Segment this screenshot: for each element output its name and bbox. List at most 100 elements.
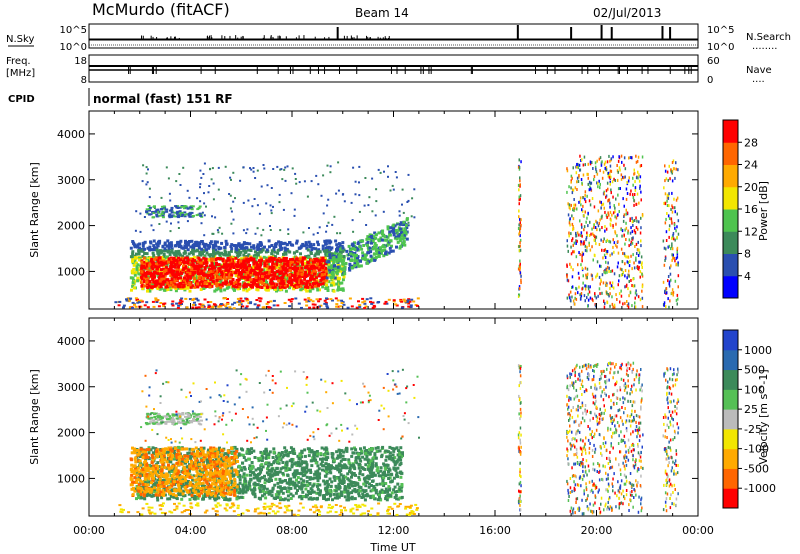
power-cell (191, 252, 195, 256)
power-cell (624, 262, 626, 266)
power-cell (221, 269, 225, 273)
power-cell (308, 269, 312, 273)
power-cell (266, 184, 269, 187)
power-cell (617, 193, 619, 197)
power-cell (573, 198, 575, 201)
power-cell (571, 214, 573, 218)
power-cell (315, 262, 319, 266)
velocity-cell (248, 484, 252, 488)
power-cell (130, 288, 133, 292)
power-cell (299, 279, 303, 283)
power-cell (589, 248, 592, 252)
velocity-cell (252, 489, 256, 493)
velocity-cell (384, 497, 388, 501)
power-cell (237, 264, 241, 268)
power-cell (599, 218, 601, 222)
power-cell (327, 260, 331, 264)
power-cell (329, 171, 332, 174)
power-cell (309, 267, 313, 270)
nave-dots: .... (752, 74, 765, 85)
power-cell (628, 244, 630, 248)
power-cell (674, 238, 676, 242)
power-cell (313, 257, 316, 261)
power-cell (301, 264, 305, 268)
power-cell (372, 252, 376, 256)
power-cell (300, 260, 304, 264)
power-cell (314, 252, 318, 256)
power-cell (213, 242, 217, 246)
power-cell (149, 241, 153, 245)
power-cell (162, 205, 166, 208)
power-cell (670, 208, 672, 211)
power-cell (213, 303, 217, 306)
power-cell (519, 244, 521, 248)
power-cell (232, 266, 236, 269)
power-cell (208, 254, 212, 258)
power-cell (130, 269, 134, 273)
power-cell (163, 269, 166, 273)
velocity-cell (296, 471, 300, 475)
power-cell (156, 281, 160, 285)
power-cell (517, 227, 520, 230)
power-cell (166, 288, 170, 291)
power-cell (174, 215, 178, 218)
power-cell (664, 256, 667, 260)
power-cell (350, 305, 354, 308)
power-cell (671, 210, 674, 214)
power-cell (671, 247, 674, 251)
power-cell (667, 178, 669, 182)
power-cell (321, 256, 325, 260)
power-cell (405, 217, 409, 221)
power-cell (308, 289, 312, 293)
power-cell (607, 199, 609, 203)
power-cell (625, 212, 627, 216)
power-cell (609, 159, 611, 163)
power-cell (191, 244, 195, 248)
power-cell (272, 257, 276, 261)
power-cell (266, 270, 270, 274)
power-cell (265, 263, 269, 267)
power-cell (132, 286, 136, 290)
power-cell (157, 265, 161, 269)
power-cell (665, 177, 668, 181)
power-cell (281, 178, 284, 181)
power-cell (214, 216, 217, 219)
power-cell (142, 273, 146, 277)
velocity-cell (284, 479, 287, 482)
power-cell (243, 256, 246, 259)
power-cell (632, 236, 634, 240)
power-cell (137, 249, 141, 253)
power-cell (160, 277, 164, 281)
power-cell (156, 244, 160, 248)
power-cell (376, 252, 379, 256)
power-cell (575, 165, 577, 169)
power-cell (244, 246, 248, 250)
power-cell (321, 285, 325, 289)
power-cell (602, 240, 604, 243)
power-cell (293, 214, 296, 217)
power-cell (188, 261, 192, 265)
power-cell (189, 274, 193, 278)
power-cell (317, 300, 321, 303)
power-cell (209, 278, 213, 282)
power-cell (379, 236, 383, 240)
power-cell (200, 240, 204, 243)
power-cell (612, 245, 614, 249)
power-cell (335, 305, 339, 308)
power-cell (277, 264, 281, 267)
power-cell (136, 263, 140, 267)
power-cell (287, 273, 291, 277)
power-cell (258, 212, 261, 215)
velocity-cell (398, 485, 402, 489)
power-cell (284, 256, 288, 260)
power-cell (576, 163, 578, 166)
velocity-cell (330, 480, 334, 484)
power-cell (518, 167, 521, 171)
power-cell (142, 164, 145, 167)
power-cell (175, 302, 179, 305)
power-cell (165, 166, 168, 169)
power-cell (183, 205, 187, 207)
power-cell (677, 297, 679, 301)
power-cell (309, 242, 312, 246)
